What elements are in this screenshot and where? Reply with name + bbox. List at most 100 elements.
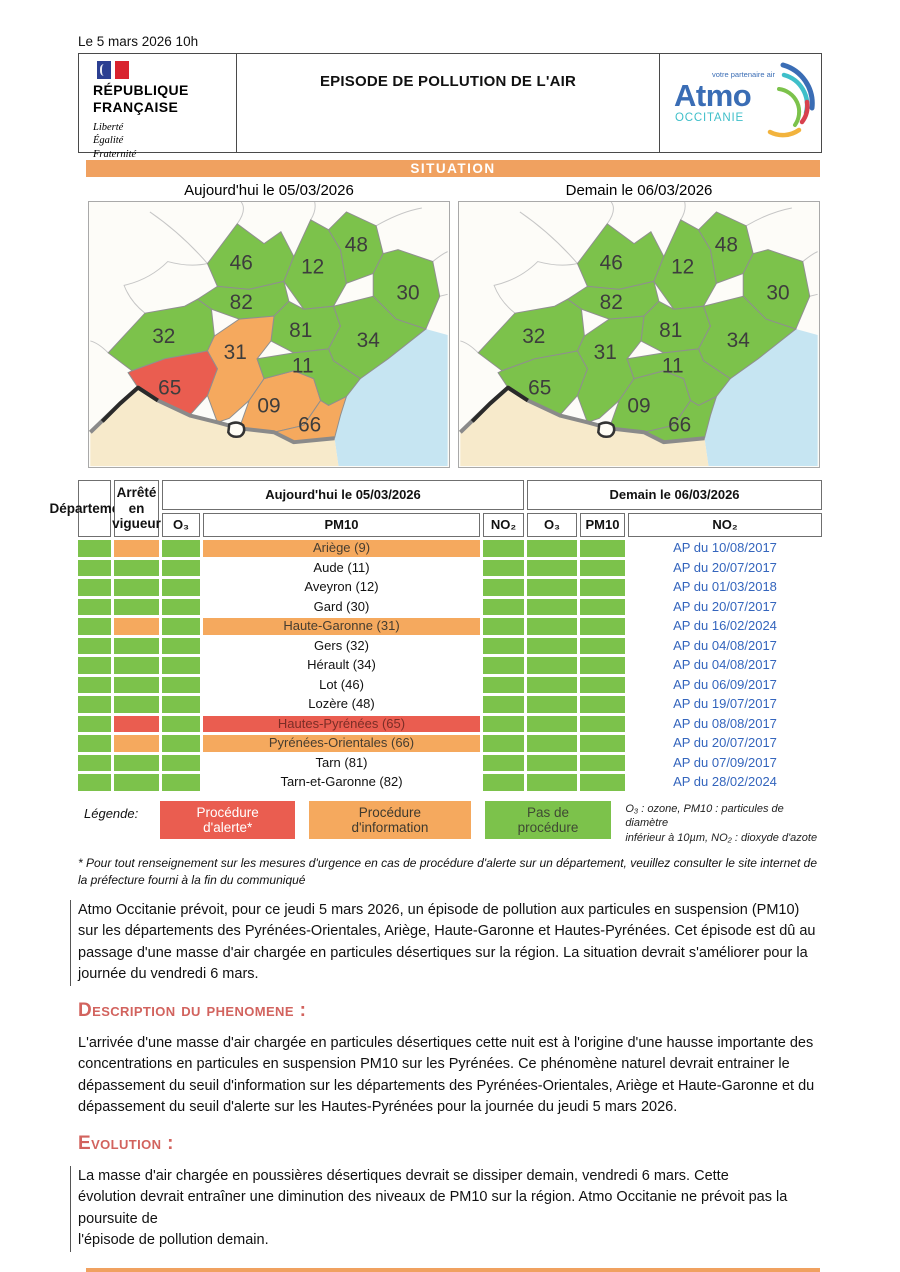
status-cell-today bbox=[162, 637, 200, 654]
situation-maps: Aujourd'hui le 05/03/2026 bbox=[88, 180, 820, 468]
legend-none: Pas de procédure bbox=[484, 800, 612, 839]
status-cell-demain bbox=[483, 559, 524, 576]
header-departements: Départements bbox=[49, 480, 140, 537]
ap-link[interactable]: AP du 04/08/2017 bbox=[628, 657, 822, 674]
status-cell-today bbox=[162, 774, 200, 791]
svg-text:34: 34 bbox=[727, 329, 750, 352]
status-cell-demain bbox=[580, 579, 625, 596]
evolution-paragraph: La masse d'air chargée en poussières dés… bbox=[70, 1165, 822, 1252]
status-cell-demain bbox=[527, 618, 577, 635]
document-date: Le 5 mars 2026 10h bbox=[78, 34, 199, 49]
ap-link[interactable]: AP du 10/08/2017 bbox=[628, 540, 822, 557]
svg-text:32: 32 bbox=[152, 325, 175, 348]
status-cell-demain bbox=[580, 618, 625, 635]
status-cell-today bbox=[162, 598, 200, 615]
svg-text:81: 81 bbox=[289, 319, 312, 342]
ap-link[interactable]: AP du 08/08/2017 bbox=[628, 715, 822, 732]
legend-info: Procédure d'information bbox=[309, 800, 471, 839]
status-cell-demain bbox=[527, 735, 577, 752]
table-header: Aujourd'hui le 05/03/2026 Départements D… bbox=[49, 480, 822, 537]
ap-link[interactable]: AP du 20/07/2017 bbox=[628, 598, 822, 615]
status-cell-today bbox=[78, 676, 111, 693]
ap-link[interactable]: AP du 20/07/2017 bbox=[628, 559, 822, 576]
map-title-today: Aujourd'hui le 05/03/2026 bbox=[184, 182, 354, 199]
svg-text:11: 11 bbox=[662, 355, 684, 378]
status-cell-today bbox=[78, 579, 111, 596]
svg-text:81: 81 bbox=[659, 319, 682, 342]
svg-text:82: 82 bbox=[230, 291, 253, 314]
status-cell-today bbox=[78, 657, 111, 674]
status-cell-today bbox=[162, 579, 200, 596]
status-cell-demain bbox=[483, 774, 524, 791]
status-cell-demain bbox=[483, 696, 524, 713]
status-cell-demain bbox=[580, 540, 625, 557]
status-cell-demain bbox=[580, 774, 625, 791]
status-cell-today bbox=[78, 637, 111, 654]
status-cell-demain bbox=[527, 598, 577, 615]
mediterranean-sea bbox=[334, 329, 448, 467]
status-cell-demain bbox=[527, 754, 577, 771]
svg-text:65: 65 bbox=[528, 377, 551, 400]
status-cell-today bbox=[78, 715, 111, 732]
atmo-region-text: OCCITANIE bbox=[675, 112, 744, 124]
svg-text:46: 46 bbox=[230, 251, 253, 274]
intro-paragraph: Atmo Occitanie prévoit, pour ce jeudi 5 … bbox=[70, 899, 822, 986]
status-cell-demain bbox=[580, 598, 625, 615]
republique-line1: RÉPUBLIQUE bbox=[93, 82, 189, 98]
ap-link[interactable]: AP du 01/03/2018 bbox=[628, 579, 822, 596]
status-cell-today bbox=[114, 676, 159, 693]
header-pm10-today: PM10 bbox=[203, 513, 480, 537]
status-cell-demain bbox=[483, 715, 524, 732]
ap-link[interactable]: AP du 20/07/2017 bbox=[628, 735, 822, 752]
ap-link[interactable]: AP du 28/02/2024 bbox=[628, 774, 822, 791]
dept-name-cell: Gers (32) bbox=[203, 637, 480, 654]
svg-text:34: 34 bbox=[357, 329, 380, 352]
map-demain: 46 12 48 30 82 32 81 34 31 65 09 11 66 bbox=[458, 201, 820, 468]
occitanie-map: 46 12 48 30 82 32 81 34 31 65 09 11 66 bbox=[89, 202, 448, 467]
dept-name-cell: Hautes-Pyrénées (65) bbox=[203, 715, 480, 732]
status-cell-demain bbox=[483, 598, 524, 615]
dept-name-cell: Hérault (34) bbox=[203, 657, 480, 674]
status-cell-today bbox=[78, 754, 111, 771]
svg-text:09: 09 bbox=[257, 394, 280, 417]
atmo-swoosh-icon bbox=[767, 62, 815, 138]
status-cell-today bbox=[114, 735, 159, 752]
status-cell-demain bbox=[483, 754, 524, 771]
ap-link[interactable]: AP du 19/07/2017 bbox=[628, 696, 822, 713]
ap-link[interactable]: AP du 04/08/2017 bbox=[628, 637, 822, 654]
status-cell-today bbox=[78, 540, 111, 557]
status-cell-demain bbox=[483, 657, 524, 674]
legend: Légende: Procédure d'alerte* Procédure d… bbox=[78, 800, 822, 847]
header-no2-demain: NO₂ bbox=[628, 513, 822, 537]
status-cell-today bbox=[78, 774, 111, 791]
andorra bbox=[227, 421, 246, 438]
status-cell-today bbox=[162, 559, 200, 576]
svg-text:32: 32 bbox=[522, 325, 545, 348]
ap-link[interactable]: AP du 07/09/2017 bbox=[628, 754, 822, 771]
header-o3-demain: O₃ bbox=[527, 513, 577, 537]
ap-link[interactable]: AP du 16/02/2024 bbox=[628, 618, 822, 635]
status-cell-demain bbox=[483, 579, 524, 596]
header-no2-today: NO₂ bbox=[483, 513, 524, 537]
svg-text:12: 12 bbox=[671, 255, 694, 278]
status-cell-today bbox=[78, 618, 111, 635]
status-cell-demain bbox=[527, 559, 577, 576]
dept-name-cell: Gard (30) bbox=[203, 598, 480, 615]
status-cell-demain bbox=[483, 735, 524, 752]
spain-border-west bbox=[470, 385, 529, 423]
status-cell-demain bbox=[580, 696, 625, 713]
status-cell-today bbox=[114, 715, 159, 732]
legend-pollutant-note: O₃ : ozone, PM10 : particules de diamètr… bbox=[625, 802, 818, 845]
status-cell-today bbox=[78, 598, 111, 615]
ap-link[interactable]: AP du 06/09/2017 bbox=[628, 676, 822, 693]
header-today-group: Aujourd'hui le 05/03/2026 bbox=[162, 480, 524, 510]
svg-text:30: 30 bbox=[396, 281, 419, 304]
departments-table: Aujourd'hui le 05/03/2026 Départements D… bbox=[49, 480, 822, 791]
status-cell-today bbox=[114, 559, 159, 576]
svg-text:30: 30 bbox=[766, 281, 789, 304]
status-cell-demain bbox=[527, 715, 577, 732]
dept-name-cell: Aude (11) bbox=[203, 559, 480, 576]
description-heading: Description du phenomene : bbox=[78, 999, 307, 1021]
status-cell-today bbox=[162, 735, 200, 752]
dept-name-cell: Aveyron (12) bbox=[203, 579, 480, 596]
